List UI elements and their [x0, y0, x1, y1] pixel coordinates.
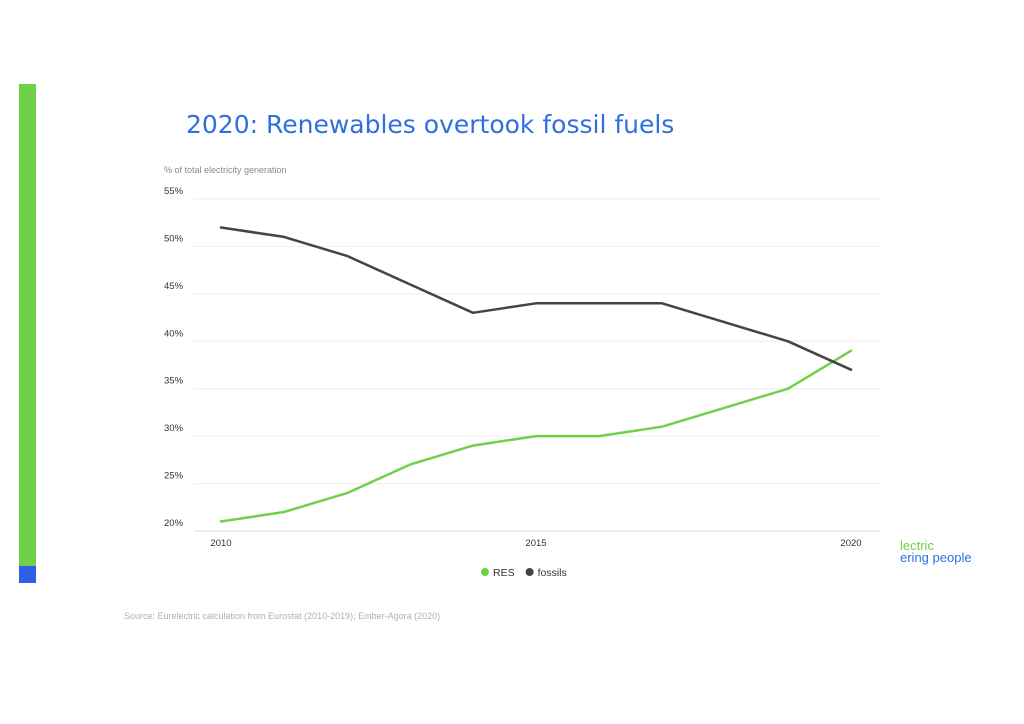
legend-label-res: RES — [493, 567, 515, 579]
legend-marker-res — [481, 568, 489, 576]
brand-line-2: ering people — [900, 550, 972, 565]
slide-title: 2020: Renewables overtook fossil fuels — [186, 110, 675, 139]
legend-label-fossils: fossils — [538, 567, 567, 579]
accent-bar-blue — [19, 566, 36, 583]
brand-logo-text: lectric ering people — [900, 538, 972, 565]
accent-bar-green — [19, 84, 36, 566]
series-line-res — [219, 349, 853, 523]
x-tick-label-2015: 2015 — [525, 538, 546, 549]
y-tick-label-30: 30% — [164, 423, 184, 434]
y-tick-label-50: 50% — [164, 233, 184, 244]
brand-line-1: lectric — [900, 538, 934, 553]
x-tick-label-2020: 2020 — [840, 538, 861, 549]
y-tick-label-40: 40% — [164, 328, 184, 339]
y-tick-label-35: 35% — [164, 376, 184, 387]
x-tick-label-2010: 2010 — [210, 538, 231, 549]
y-tick-label-55: 55% — [164, 186, 184, 197]
series-line-fossils — [219, 226, 853, 371]
y-tick-label-45: 45% — [164, 281, 184, 292]
y-axis-label: % of total electricity generation — [164, 165, 287, 175]
legend-marker-fossils — [525, 568, 534, 576]
y-tick-label-25: 25% — [164, 471, 184, 482]
y-tick-label-20: 20% — [164, 518, 184, 529]
source-note: Source: Eurelectric calculation from Eur… — [124, 611, 441, 621]
